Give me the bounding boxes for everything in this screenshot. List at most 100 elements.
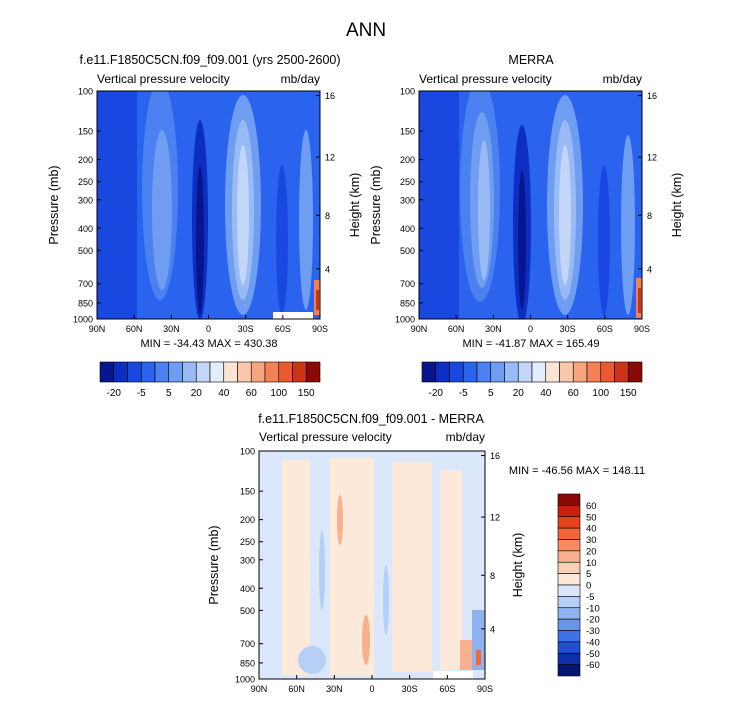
x-tick-label: 30N: [326, 684, 343, 694]
y-tick-label: 150: [240, 487, 255, 497]
y-tick-label: 850: [240, 658, 255, 668]
panel-difference: f.e11.F1850C5CN.f09_f09.001 - MERRA Vert…: [207, 412, 645, 694]
x-tick-label: 0: [369, 684, 374, 694]
colorbar-swatch: [600, 361, 615, 383]
colorbar-swatch: [531, 361, 547, 383]
colorbar-label: 60: [586, 501, 597, 512]
panel-model: f.e11.F1850C5CN.f09_f09.001 (yrs 2500-26…: [47, 53, 362, 399]
x-tick-label: 60N: [126, 324, 143, 334]
x-tick-label: 30N: [163, 324, 180, 334]
colorbar-swatch: [223, 361, 238, 383]
colorbar-swatch: [557, 539, 581, 552]
colorbar-swatch: [557, 664, 581, 677]
y-tick-label: 200: [240, 515, 255, 525]
x-ticks: 90N 60N 30N 0 30S 60S 90S: [411, 315, 650, 334]
colorbar-swatch: [557, 618, 581, 631]
colorbar-label: -20: [107, 388, 122, 399]
y-tick-label: 300: [240, 555, 255, 565]
y2-tick-label: 4: [490, 624, 495, 634]
y-tick-label: 850: [78, 298, 93, 308]
y2-tick-label: 16: [647, 91, 657, 101]
x-tick-label: 90N: [251, 684, 268, 694]
heatmap-field: [419, 91, 642, 319]
panel-merra: MERRA Vertical pressure velocity mb/day …: [369, 53, 684, 399]
y-tick-label: 400: [78, 224, 93, 234]
colorbar-swatch: [209, 361, 225, 383]
y2-tick-label: 4: [325, 264, 330, 274]
right-label: mb/day: [281, 72, 320, 86]
colorbar-swatch: [490, 361, 505, 383]
y-tick-label: 1000: [395, 315, 415, 325]
colorbar-label: -5: [137, 388, 146, 399]
y-tick-label: 200: [400, 155, 415, 165]
x-tick-label: 90S: [477, 684, 493, 694]
panel-title: f.e11.F1850C5CN.f09_f09.001 - MERRA: [258, 412, 484, 426]
colorbar-swatch: [557, 584, 581, 597]
x-tick-label: 30S: [402, 684, 418, 694]
colorbar-label: -30: [586, 626, 600, 637]
y2-tick-label: 12: [647, 153, 657, 163]
y-tick-label: 500: [240, 606, 255, 616]
stats-label: MIN = -34.43 MAX = 430.38: [141, 338, 278, 350]
y-tick-label: 100: [78, 87, 93, 97]
y-tick-label: 850: [400, 298, 415, 308]
colorbar-swatch: [586, 361, 602, 383]
y-tick-label: 700: [78, 279, 93, 289]
colorbar-swatch: [140, 361, 156, 383]
y-ticks: 100 150 200 250 300 400 500 700 850 1000: [235, 447, 263, 685]
y-tick-label: 1000: [235, 675, 255, 685]
x-tick-label: 60N: [448, 324, 465, 334]
heatmap-field: [259, 451, 485, 679]
colorbar-swatch: [462, 361, 478, 383]
x-tick-label: 30S: [238, 324, 254, 334]
colorbar-swatch: [614, 361, 629, 383]
y2-tick-label: 16: [490, 451, 500, 461]
colorbar-swatch: [557, 652, 581, 665]
x-tick-label: 0: [206, 324, 211, 334]
y2-ticks: 16 12 8 4: [481, 451, 500, 634]
colorbar-swatch: [557, 561, 581, 574]
colorbar-swatch: [113, 361, 128, 383]
y-tick-label: 150: [400, 127, 415, 137]
y-tick-label: 500: [400, 246, 415, 256]
x-tick-label: 30N: [485, 324, 502, 334]
y-axis-label: Pressure (mb): [207, 525, 221, 604]
x-tick-label: 90N: [411, 324, 428, 334]
y-tick-label: 700: [400, 279, 415, 289]
colorbar-swatch: [557, 596, 581, 609]
colorbar: -20 -5 5 20 40 60 100 150: [421, 361, 643, 399]
colorbar-label: 5: [488, 388, 494, 399]
y-tick-label: 200: [78, 155, 93, 165]
colorbar-swatch: [557, 516, 581, 529]
colorbar-label: -5: [459, 388, 468, 399]
y-tick-label: 250: [400, 177, 415, 187]
y2-tick-label: 8: [490, 571, 495, 581]
y-tick-label: 300: [400, 195, 415, 205]
colorbar-label: 40: [540, 388, 552, 399]
x-tick-label: 90S: [634, 324, 650, 334]
colorbar-label: 30: [586, 535, 597, 546]
colorbar-swatch: [557, 630, 581, 643]
colorbar-swatch: [154, 361, 170, 383]
colorbar-label: -40: [586, 637, 600, 648]
colorbar-swatch: [278, 361, 293, 383]
colorbar-swatch: [435, 361, 450, 383]
colorbar-label: 40: [218, 388, 230, 399]
colorbar-swatch: [305, 361, 321, 383]
colorbar-label: -10: [586, 603, 600, 614]
colorbar-swatch: [449, 361, 464, 383]
y2-ticks: 16 12 8 4: [638, 91, 657, 274]
x-tick-label: 60S: [597, 324, 613, 334]
colorbar-label: 60: [246, 388, 258, 399]
colorbar: -20 -5 5 20 40 60 100 150: [99, 361, 321, 399]
colorbar-swatch: [557, 641, 581, 654]
x-tick-label: 30S: [560, 324, 576, 334]
y-ticks: 100 150 200 250 300 400 500 700 850 1000: [73, 87, 101, 325]
colorbar-label: -50: [586, 649, 600, 660]
colorbar-swatch: [195, 361, 211, 383]
colorbar-label: 10: [586, 558, 597, 569]
colorbar-label: 40: [586, 524, 597, 535]
colorbar-swatch: [557, 607, 581, 620]
y-ticks: 100 150 200 250 300 400 500 700 850 1000: [395, 87, 423, 325]
